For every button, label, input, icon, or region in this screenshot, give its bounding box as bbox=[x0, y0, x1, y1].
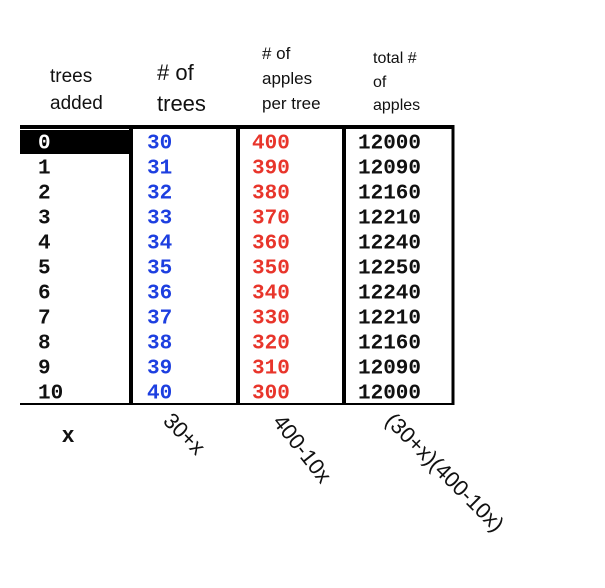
column-header: added bbox=[50, 93, 103, 114]
table-cell: 12090 bbox=[358, 158, 421, 181]
table-cell: 390 bbox=[252, 158, 290, 181]
table-cell: 8 bbox=[38, 333, 51, 356]
column-header: total # bbox=[373, 50, 417, 67]
table-cell: 38 bbox=[147, 333, 172, 356]
table-cell: 39 bbox=[147, 358, 172, 381]
table-cell: 1 bbox=[38, 158, 51, 181]
table-cell: 37 bbox=[147, 308, 172, 331]
table-cell: 31 bbox=[147, 158, 172, 181]
table-cell: 10 bbox=[38, 383, 63, 406]
table-cell: 9 bbox=[38, 358, 51, 381]
table-cell: 5 bbox=[38, 258, 51, 281]
column-header: # of bbox=[157, 60, 195, 85]
column-header: apples bbox=[262, 69, 312, 88]
table-cell: 380 bbox=[252, 183, 290, 206]
table-cell: 7 bbox=[38, 308, 51, 331]
table-cell: 12160 bbox=[358, 333, 421, 356]
column-header: per tree bbox=[262, 94, 321, 113]
table-cell: 32 bbox=[147, 183, 172, 206]
column-header: apples bbox=[373, 97, 420, 114]
table-cell: 12250 bbox=[358, 258, 421, 281]
table-cell: 34 bbox=[147, 233, 172, 256]
table-cell: 400 bbox=[252, 133, 290, 156]
table-cell: 4 bbox=[38, 233, 51, 256]
table-cell: 350 bbox=[252, 258, 290, 281]
table-cell: 12160 bbox=[358, 183, 421, 206]
table-cell: 340 bbox=[252, 283, 290, 306]
table-cell: 330 bbox=[252, 308, 290, 331]
table-cell: 320 bbox=[252, 333, 290, 356]
table-cell: 12000 bbox=[358, 133, 421, 156]
table-cell: 370 bbox=[252, 208, 290, 231]
table-cell: 35 bbox=[147, 258, 172, 281]
column-header: trees bbox=[50, 66, 92, 87]
table-cell: 12000 bbox=[358, 383, 421, 406]
selected-cell bbox=[20, 130, 130, 154]
table-cell: 40 bbox=[147, 383, 172, 406]
table-cell: 12240 bbox=[358, 233, 421, 256]
column-header: of bbox=[373, 74, 387, 91]
table-cell: 12210 bbox=[358, 308, 421, 331]
table-cell: 360 bbox=[252, 233, 290, 256]
column-header: trees bbox=[157, 91, 206, 116]
table-cell: 12090 bbox=[358, 358, 421, 381]
column-header: # of bbox=[262, 44, 291, 63]
table-cell: 2 bbox=[38, 183, 51, 206]
table-cell: 3 bbox=[38, 208, 51, 231]
table-cell: 30 bbox=[147, 133, 172, 156]
table-cell: 6 bbox=[38, 283, 51, 306]
table-cell: 12240 bbox=[358, 283, 421, 306]
table-cell: 12210 bbox=[358, 208, 421, 231]
table-cell: 310 bbox=[252, 358, 290, 381]
table-cell: 36 bbox=[147, 283, 172, 306]
table-cell: 0 bbox=[38, 133, 51, 156]
table-cell: 300 bbox=[252, 383, 290, 406]
formula-label: x bbox=[62, 422, 75, 447]
table-cell: 33 bbox=[147, 208, 172, 231]
